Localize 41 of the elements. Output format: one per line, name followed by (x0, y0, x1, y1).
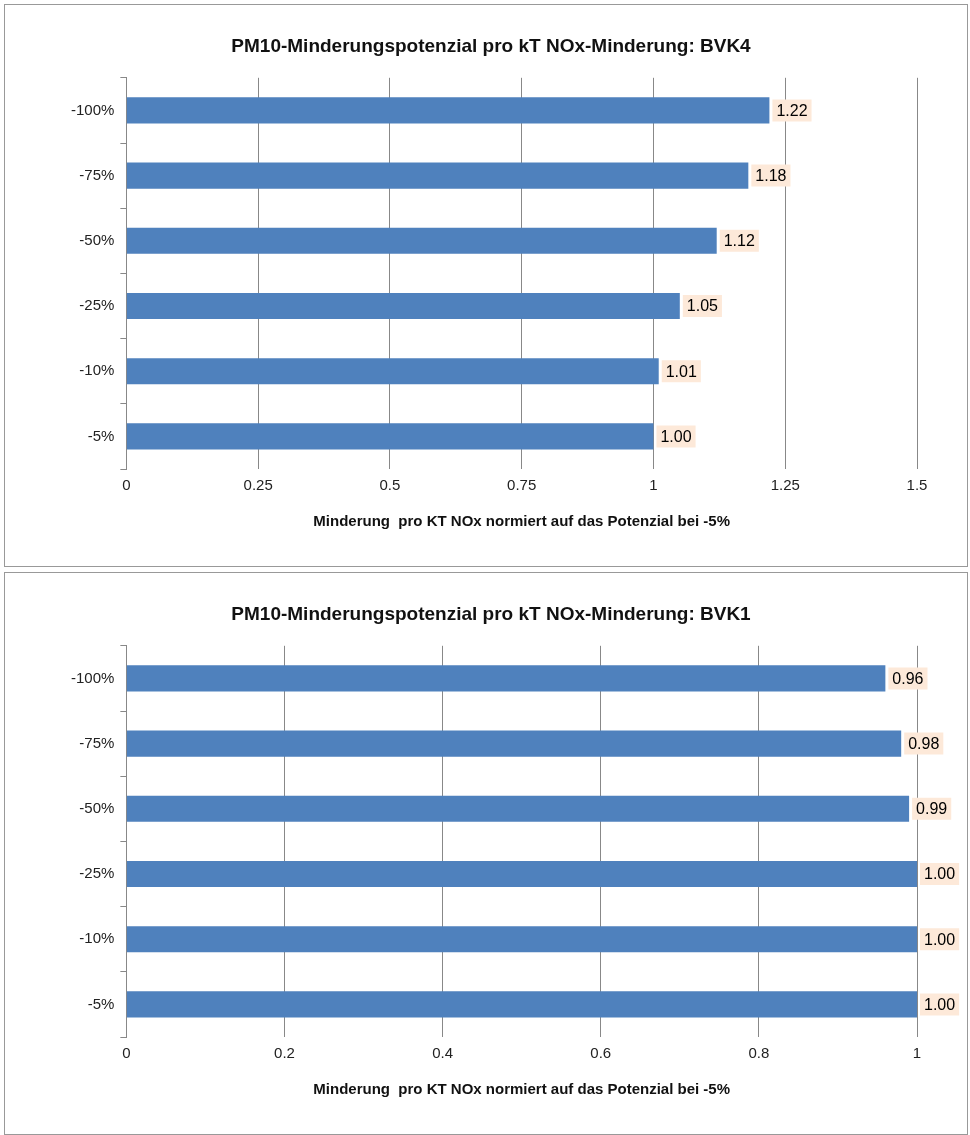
chart-title: PM10-Minderungspotenzial pro kT NOx-Minderung: BVK4 (231, 34, 752, 56)
data-label: 1.05 (686, 297, 719, 315)
data-label: 1.01 (665, 362, 697, 380)
x-tick-label: 0.5 (379, 476, 401, 494)
x-tick-label: 0.75 (507, 476, 537, 494)
x-tick-label: 0.6 (590, 1044, 612, 1062)
data-label: 1.12 (723, 232, 755, 250)
y-tick-label: -5% (87, 426, 115, 444)
y-tick-label: -100% (71, 668, 115, 686)
x-tick-label: 1.5 (906, 476, 928, 494)
data-label: 0.99 (916, 800, 948, 818)
data-label: 1.00 (660, 427, 692, 445)
data-label: 1.22 (776, 101, 808, 119)
x-tick-label: 0.4 (432, 1044, 454, 1062)
y-tick-label: -75% (79, 165, 115, 183)
y-tick-label: -25% (79, 864, 115, 882)
data-label: 0.98 (908, 735, 940, 753)
y-tick-label: -10% (79, 361, 115, 379)
data-label: 1.00 (924, 865, 956, 883)
x-tick-label: 0.25 (243, 476, 273, 494)
x-tick-label: 1 (649, 476, 658, 494)
x-tick-label: 1.25 (770, 476, 800, 494)
y-tick-label: -50% (79, 230, 115, 248)
x-tick-label: 0.2 (274, 1044, 295, 1062)
data-label: 1.00 (924, 995, 956, 1013)
x-axis-title: Minderung pro KT NOx normiert auf das Potenzial bei -5% (313, 512, 731, 530)
x-tick-label: 0 (122, 1044, 131, 1062)
y-tick-label: -50% (79, 798, 115, 816)
y-tick-label: -100% (71, 100, 115, 118)
y-tick-label: -75% (79, 733, 115, 751)
data-label: 0.96 (892, 669, 924, 687)
y-tick-label: -25% (79, 296, 115, 314)
data-label: 1.00 (924, 930, 956, 948)
x-axis-title: Minderung pro KT NOx normiert auf das Potenzial bei -5% (313, 1080, 731, 1098)
x-tick-label: 0 (122, 476, 131, 494)
x-tick-label: 1 (912, 1044, 922, 1062)
x-tick-label: 0.8 (748, 1044, 770, 1062)
chart-title: PM10-Minderungspotenzial pro kT NOx-Minderung: BVK1 (231, 602, 752, 624)
y-tick-label: -10% (79, 929, 115, 947)
y-tick-label: -5% (87, 994, 115, 1012)
data-label: 1.18 (755, 167, 787, 185)
